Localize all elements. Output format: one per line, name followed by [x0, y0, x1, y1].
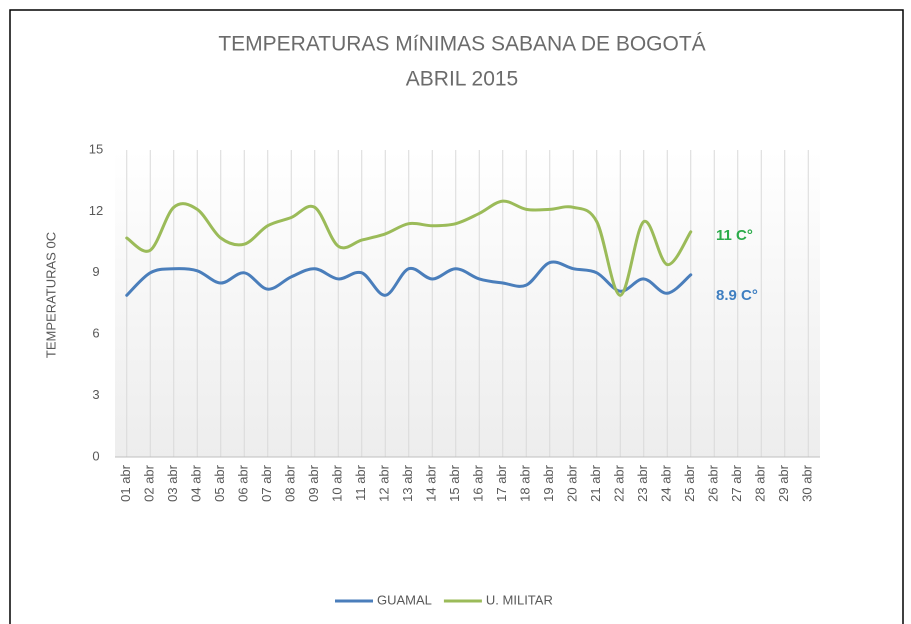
- x-tick-label: 27 abr: [729, 464, 744, 502]
- x-tick-label: 10 abr: [330, 464, 345, 502]
- x-tick-label: 03 abr: [165, 464, 180, 502]
- x-tick-label: 29 abr: [776, 464, 791, 502]
- x-tick-label: 08 abr: [283, 464, 298, 502]
- x-tick-label: 22 abr: [612, 464, 627, 502]
- legend-label: U. MILITAR: [486, 592, 553, 607]
- series-line: [125, 199, 693, 297]
- x-tick-label: 26 abr: [706, 464, 721, 502]
- x-tick-label: 20 abr: [565, 464, 580, 502]
- x-tick-label: 23 abr: [635, 464, 650, 502]
- y-tick-label: 9: [92, 264, 99, 279]
- x-tick-label: 30 abr: [800, 464, 815, 502]
- x-tick-label: 24 abr: [659, 464, 674, 502]
- x-tick-label: 05 abr: [212, 464, 227, 502]
- x-tick-label: 25 abr: [682, 464, 697, 502]
- x-tick-label: 18 abr: [518, 464, 533, 502]
- x-tick-label: 01 abr: [118, 464, 133, 502]
- x-tick-label: 11 abr: [353, 464, 368, 501]
- frame: [9, 9, 904, 624]
- annotation: 11 C°: [716, 227, 753, 244]
- series-line: [125, 260, 693, 297]
- x-tick-label: 06 abr: [236, 464, 251, 502]
- x-tick-label: 28 abr: [753, 464, 768, 502]
- x-tick-label: 17 abr: [494, 464, 509, 502]
- y-tick-label: 12: [89, 203, 103, 218]
- y-tick-label: 0: [92, 448, 99, 463]
- y-tick-label: 6: [92, 326, 99, 341]
- x-tick-label: 14 abr: [424, 464, 439, 502]
- x-tick-label: 13 abr: [400, 464, 415, 502]
- chart-title: TEMPERATURAS MíNIMAS SABANA DE BOGOTÁ: [218, 33, 705, 56]
- x-tick-label: 04 abr: [189, 464, 204, 502]
- x-tick-label: 19 abr: [541, 464, 556, 502]
- x-tick-label: 07 abr: [259, 464, 274, 502]
- x-tick-label: 09 abr: [306, 464, 321, 502]
- legend-label: GUAMAL: [377, 592, 432, 607]
- x-tick-label: 21 abr: [588, 464, 603, 502]
- y-tick-label: 3: [92, 387, 99, 402]
- annotation: 8.9 C°: [716, 287, 758, 304]
- y-axis-label: TEMPERATURAS 0C: [43, 232, 58, 358]
- x-tick-label: 12 abr: [377, 464, 392, 502]
- x-tick-label: 15 abr: [447, 464, 462, 502]
- y-tick-label: 15: [89, 141, 103, 156]
- x-tick-label: 16 abr: [471, 464, 486, 502]
- chart-subtitle: ABRIL 2015: [406, 68, 518, 91]
- x-tick-label: 02 abr: [142, 464, 157, 502]
- plot-area: [115, 150, 820, 457]
